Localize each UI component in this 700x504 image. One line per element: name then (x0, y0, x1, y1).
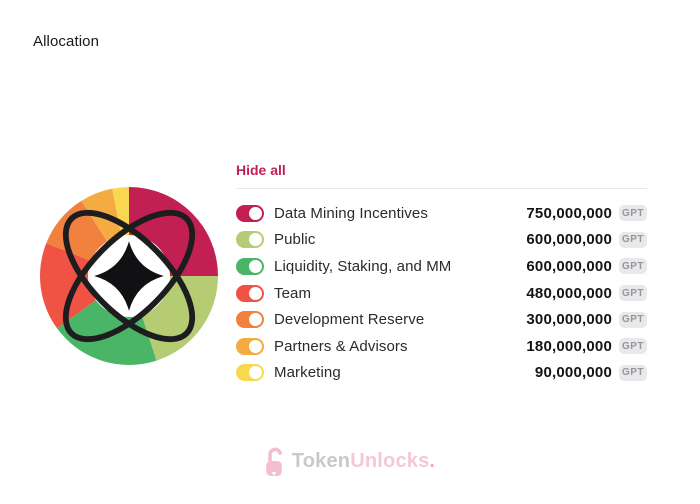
page-title: Allocation (33, 33, 100, 50)
legend-toggle-6[interactable] (236, 364, 264, 382)
unlock-icon (265, 447, 282, 476)
brand-token: Token (291, 450, 351, 472)
legend-label: Data Mining Incentives (274, 204, 428, 222)
toggle-knob (249, 313, 262, 327)
legend-label: Liquidity, Staking, and MM (274, 257, 452, 275)
toggle-knob (249, 259, 262, 273)
donut-slice-3[interactable] (40, 243, 96, 329)
legend-value: 180,000,000 (526, 337, 612, 355)
brand-dot: . (429, 450, 436, 472)
legend-row-2[interactable]: Liquidity, Staking, and MM 600,000,000 GPT (236, 253, 647, 280)
toggle-knob (249, 286, 262, 300)
legend-value: 300,000,000 (526, 311, 612, 329)
unit-badge: GPT (619, 258, 647, 275)
token-logo-icon (62, 209, 196, 343)
legend-value: 600,000,000 (526, 257, 612, 275)
legend-row-1[interactable]: Public 600,000,000 GPT (236, 227, 647, 254)
legend-value: 750,000,000 (526, 204, 612, 222)
unit-badge: GPT (619, 285, 647, 302)
legend-value: 600,000,000 (526, 231, 612, 249)
legend-toggle-0[interactable] (236, 204, 264, 222)
legend-row-6[interactable]: Marketing 90,000,000 GPT (236, 360, 647, 387)
legend-rows: Data Mining Incentives 750,000,000 GPT Publ… (236, 200, 647, 386)
legend-label: Development Reserve (274, 311, 425, 329)
legend-toggle-5[interactable] (236, 337, 264, 355)
legend-row-0[interactable]: Data Mining Incentives 750,000,000 GPT (236, 200, 647, 227)
unit-badge: GPT (619, 338, 647, 355)
toggle-knob (249, 233, 262, 247)
legend-label: Team (274, 284, 312, 302)
toggle-knob (249, 366, 262, 380)
legend-value: 90,000,000 (534, 364, 612, 382)
legend-value: 480,000,000 (526, 284, 612, 302)
unit-badge: GPT (619, 231, 647, 248)
legend-label: Public (274, 231, 316, 249)
unit-badge: GPT (619, 311, 647, 328)
unit-badge: GPT (619, 364, 647, 381)
legend-toggle-2[interactable] (236, 257, 264, 275)
legend-row-3[interactable]: Team 480,000,000 GPT (236, 280, 647, 307)
legend-row-4[interactable]: Development Reserve 300,000,000 GPT (236, 306, 647, 333)
unit-badge: GPT (619, 205, 647, 222)
donut-slice-0[interactable] (129, 187, 218, 276)
legend-label: Marketing (274, 364, 341, 382)
allocation-legend: Hide all Data Mining Incentives 750,000,0… (236, 162, 647, 386)
hide-all-link[interactable]: Hide all (236, 162, 286, 178)
footer-brand: TokenUnlocks. (0, 446, 700, 477)
brand-wordmark: TokenUnlocks. (292, 450, 435, 473)
legend-toggle-4[interactable] (236, 311, 264, 329)
legend-row-5[interactable]: Partners & Advisors 180,000,000 GPT (236, 333, 647, 360)
legend-label: Partners & Advisors (274, 337, 408, 355)
legend-toggle-1[interactable] (236, 231, 264, 249)
allocation-donut (39, 186, 219, 366)
legend-toggle-3[interactable] (236, 284, 264, 302)
brand-unlocks: Unlocks (350, 450, 430, 472)
toggle-knob (249, 206, 262, 220)
donut-slice-4[interactable] (46, 200, 108, 261)
toggle-knob (249, 339, 262, 353)
legend-divider (236, 188, 647, 189)
